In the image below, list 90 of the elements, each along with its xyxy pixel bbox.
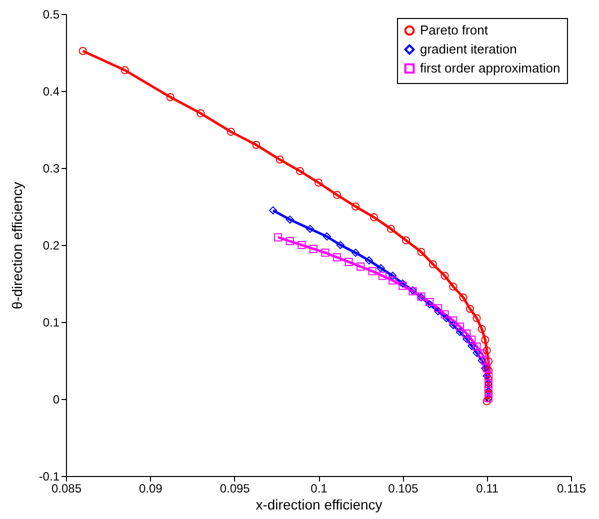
point xyxy=(468,342,476,350)
legend-label: gradient iteration xyxy=(420,42,517,56)
point xyxy=(388,272,397,280)
point xyxy=(434,304,442,312)
point xyxy=(351,202,360,211)
x-tick-label: 0.095 xyxy=(220,482,250,496)
point xyxy=(356,262,365,271)
point xyxy=(440,272,449,280)
point xyxy=(484,357,493,366)
point xyxy=(456,322,464,331)
y-tick-label: 0.3 xyxy=(42,162,60,176)
point xyxy=(426,300,434,308)
point xyxy=(456,328,464,336)
point xyxy=(286,216,294,224)
point xyxy=(484,366,493,375)
y-tick-label: 0 xyxy=(52,392,60,406)
point xyxy=(417,248,426,256)
point xyxy=(449,321,458,330)
x-tick-label: 0.1 xyxy=(310,482,328,496)
point xyxy=(462,334,471,343)
legend-label: Pareto front xyxy=(420,22,488,38)
point xyxy=(462,330,471,338)
point xyxy=(274,233,282,242)
point xyxy=(478,350,486,358)
point xyxy=(481,356,490,365)
point xyxy=(449,316,458,324)
y-axis-title: θ-direction efficiency xyxy=(8,182,25,310)
x-tick-label: 0.09 xyxy=(138,482,163,496)
point xyxy=(370,213,378,222)
point xyxy=(442,314,450,322)
point xyxy=(322,232,331,241)
point xyxy=(481,336,490,344)
point xyxy=(398,279,407,288)
point xyxy=(226,128,236,136)
point xyxy=(252,140,260,149)
point xyxy=(428,260,438,268)
point xyxy=(434,307,442,316)
point xyxy=(478,356,486,365)
x-tick-label: 0.115 xyxy=(556,482,586,496)
x-tick-label: 0.105 xyxy=(388,482,419,496)
point xyxy=(298,240,306,250)
y-tick-label: -0.1 xyxy=(38,470,60,484)
point xyxy=(378,272,386,280)
point xyxy=(386,224,395,233)
point xyxy=(314,178,323,187)
point xyxy=(472,348,481,357)
point xyxy=(332,190,342,199)
y-tick-label: 0.1 xyxy=(42,316,60,330)
point xyxy=(478,324,486,333)
y-tick-label: 0.2 xyxy=(42,238,60,252)
point xyxy=(468,336,476,344)
point xyxy=(364,256,374,264)
point xyxy=(449,282,458,291)
x-axis-title: x-direction efficiency xyxy=(256,496,382,512)
point xyxy=(336,240,344,250)
point xyxy=(398,282,407,290)
point xyxy=(459,293,468,302)
point xyxy=(482,346,491,355)
point xyxy=(472,314,481,322)
point xyxy=(484,376,493,384)
point xyxy=(484,384,493,392)
point xyxy=(286,237,294,246)
point xyxy=(321,248,330,257)
point xyxy=(426,298,434,306)
point xyxy=(296,167,304,176)
point xyxy=(368,267,376,276)
y-tick-label: 0.4 xyxy=(42,84,60,98)
point xyxy=(166,93,174,102)
point xyxy=(472,342,481,351)
point xyxy=(466,304,474,313)
point xyxy=(484,390,493,398)
point xyxy=(376,264,385,272)
y-tick-label: 0.5 xyxy=(42,8,60,22)
point xyxy=(388,276,397,284)
legend-label: first order approximation xyxy=(420,60,560,76)
x-tick-label: 0.085 xyxy=(51,482,82,496)
point xyxy=(332,253,342,262)
point xyxy=(440,310,449,318)
x-tick-label: 0.11 xyxy=(476,482,499,496)
point xyxy=(344,258,353,266)
point xyxy=(120,66,129,74)
point xyxy=(276,156,284,164)
point xyxy=(306,224,314,233)
point xyxy=(269,206,278,214)
point xyxy=(309,244,318,253)
point xyxy=(78,46,87,55)
point xyxy=(196,109,205,118)
point xyxy=(402,236,410,244)
point xyxy=(351,248,360,257)
point xyxy=(482,397,491,406)
